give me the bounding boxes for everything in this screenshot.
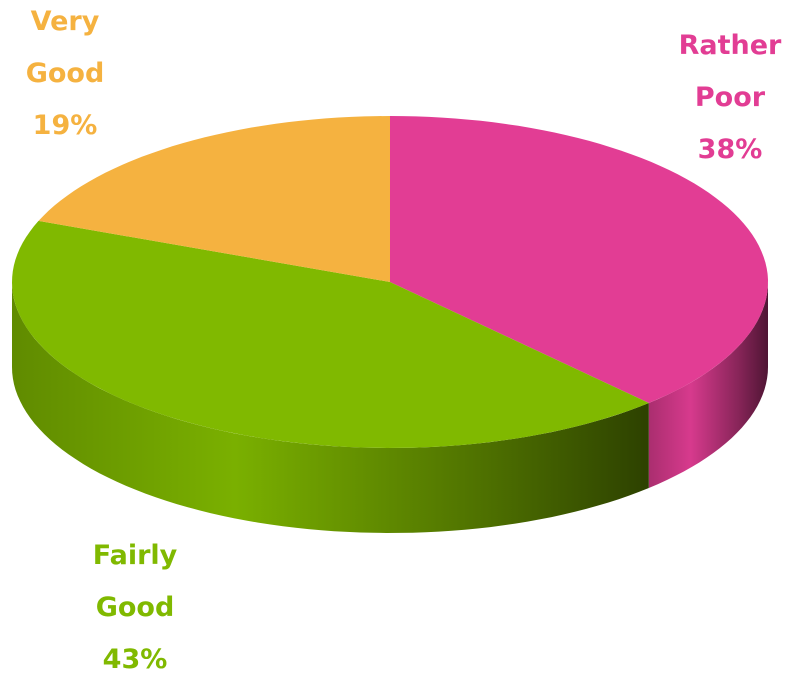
value-label: 19%: [32, 110, 98, 141]
slice: [12, 220, 649, 448]
slice-side: [12, 282, 649, 533]
category-label: Rather Poor: [678, 30, 782, 113]
slice-label: Very Good 19%: [0, 0, 130, 152]
category-label: Very Good: [25, 6, 105, 89]
slice-side: [648, 282, 768, 488]
slice: [38, 116, 390, 282]
slice: [390, 116, 768, 403]
slice-label: Rather Poor 38%: [665, 20, 795, 176]
slice-label: Fairly Good 43%: [70, 530, 200, 674]
value-label: 43%: [102, 644, 168, 674]
category-label: Fairly Good: [92, 540, 178, 623]
value-label: 38%: [697, 134, 763, 165]
